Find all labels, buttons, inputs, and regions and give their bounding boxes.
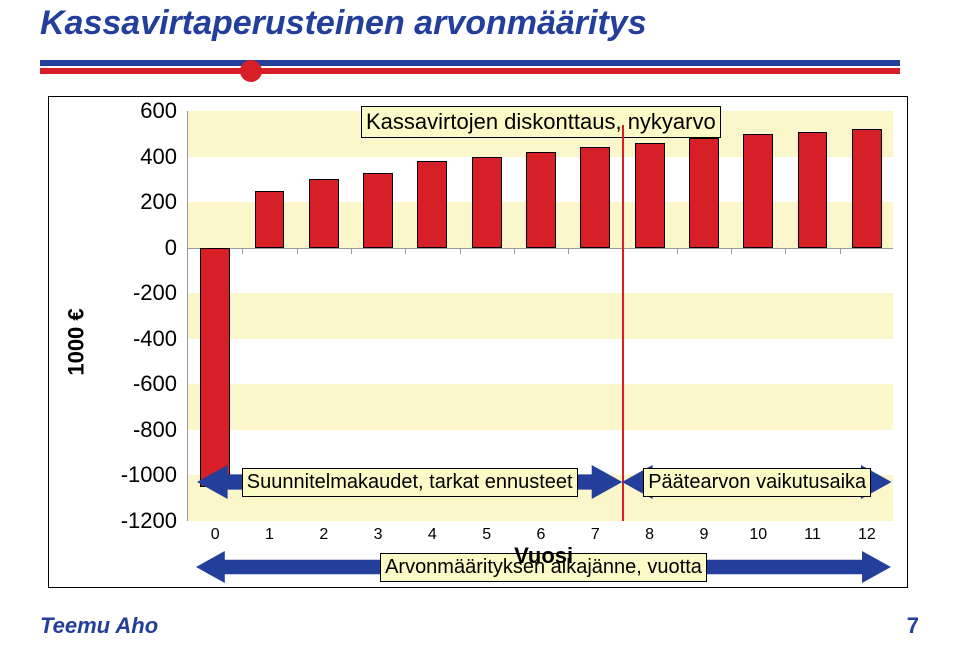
x-tick-label: 2 (319, 526, 328, 544)
x-tick-label: 1 (265, 526, 274, 544)
y-tick-label: -1200 (121, 508, 177, 534)
x-tick-label: 3 (374, 526, 383, 544)
x-tick-label: 9 (699, 526, 708, 544)
y-tick-label: -200 (133, 280, 177, 306)
bar (798, 132, 828, 248)
x-tick-label: 0 (211, 526, 220, 544)
bar (743, 134, 773, 248)
title-rule (40, 60, 900, 74)
bar (472, 157, 502, 248)
chart-frame: 1000 € 6004002000-200-400-600-800-1000-1… (48, 96, 908, 588)
bar (526, 152, 556, 248)
y-ticks: 600 400 200 0 -200 -400 -600 -800 -1000 -1200 (77, 97, 177, 587)
bar (363, 173, 393, 248)
bar (580, 147, 610, 247)
annotation-discount: Kassavirtojen diskonttaus, nykyarvo (361, 106, 721, 138)
x-tick-label: 4 (428, 526, 437, 544)
footer-author: Teemu Aho (40, 613, 158, 639)
y-tick-label: 200 (140, 189, 177, 215)
y-tick-label: 0 (165, 235, 177, 261)
bar (852, 129, 882, 247)
bar (255, 191, 285, 248)
x-tick-label: 7 (591, 526, 600, 544)
y-tick-label: -800 (133, 417, 177, 443)
bar (200, 248, 230, 487)
x-tick-label: 5 (482, 526, 491, 544)
footer-page-number: 7 (907, 613, 919, 639)
y-tick-label: -400 (133, 326, 177, 352)
bar (635, 143, 665, 248)
x-tick-label: 12 (858, 526, 876, 544)
y-tick-label: 600 (140, 98, 177, 124)
x-tick-label: 8 (645, 526, 654, 544)
annotation-plan-periods: Suunnitelmakaudet, tarkat ennusteet (242, 468, 578, 497)
bar (309, 179, 339, 247)
bar (417, 161, 447, 248)
plot-area: Kassavirtojen diskonttaus, nykyarvoSuunn… (187, 111, 893, 521)
x-axis-label: Vuosi (514, 543, 573, 569)
y-tick-label: -1000 (121, 462, 177, 488)
x-tick-label: 10 (749, 526, 767, 544)
y-tick-label: 400 (140, 144, 177, 170)
x-tick-label: 6 (537, 526, 546, 544)
y-tick-label: -600 (133, 371, 177, 397)
page-title: Kassavirtaperusteinen arvonmääritys (40, 4, 647, 43)
annotation-terminal-value: Päätearvon vaikutusaika (643, 468, 871, 497)
terminal-divider-line (622, 125, 624, 521)
bar (689, 138, 719, 247)
x-tick-label: 11 (804, 526, 821, 544)
